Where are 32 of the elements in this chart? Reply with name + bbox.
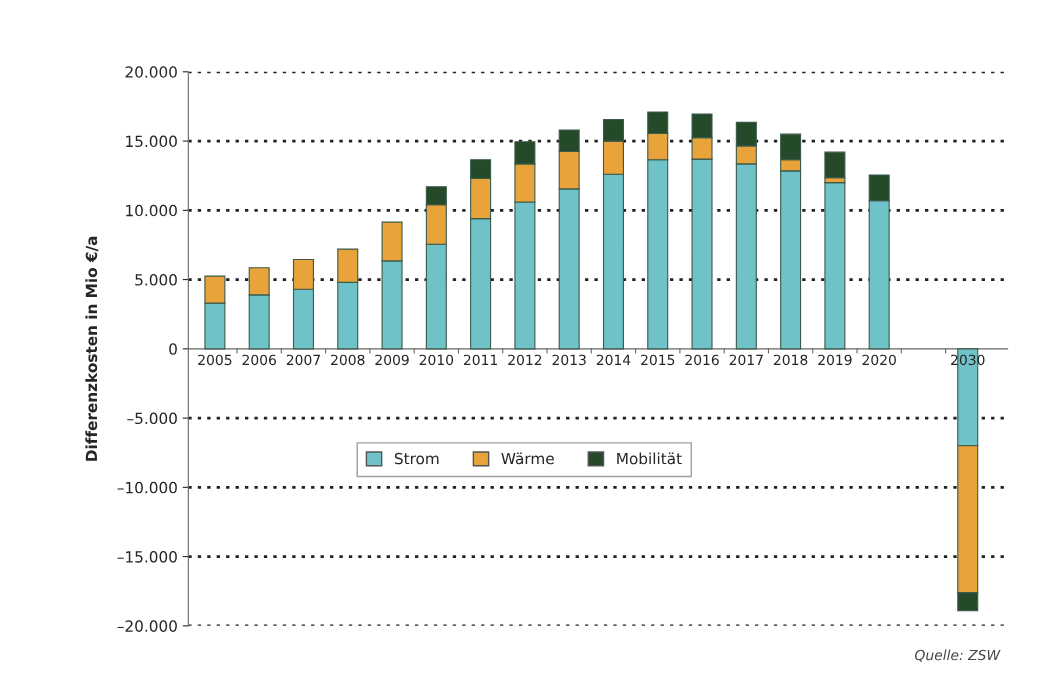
y-axis-title: Differenzkosten in Mio €/a	[85, 236, 99, 461]
y-tick-label: –15.000	[117, 551, 177, 563]
x-tick-label: 2016	[685, 354, 719, 366]
x-tick-label: 2019	[818, 354, 852, 366]
x-tick-label: 2015	[641, 354, 675, 366]
x-tick-label: 2007	[286, 354, 320, 366]
x-tick-label: 2008	[331, 354, 365, 366]
y-tick-label: 20.000	[125, 66, 177, 78]
x-tick-label: 2012	[508, 354, 542, 366]
legend-label: Strom	[394, 452, 439, 465]
y-tick-label: 10.000	[126, 204, 177, 217]
y-tick-label: –10.000	[117, 481, 177, 494]
x-tick-label: 2006	[242, 354, 276, 366]
legend-label: Wärme	[501, 452, 554, 465]
x-tick-label: 2010	[419, 354, 454, 366]
x-tick-label: 2017	[729, 354, 763, 366]
x-tick-label: 2020	[862, 354, 896, 366]
x-tick-label: 2009	[375, 354, 409, 366]
y-tick-label: 5.000	[135, 274, 177, 286]
x-tick-label: 2011	[463, 354, 497, 366]
source-note: Quelle: ZSW	[915, 649, 1001, 662]
bar	[824, 151, 846, 179]
y-tick-label: 15.000	[126, 135, 177, 148]
x-tick-label: 2005	[198, 354, 232, 366]
x-tick-label: 2014	[596, 354, 631, 366]
legend-label: Mobilität	[617, 452, 682, 465]
x-tick-label: 2013	[552, 354, 586, 366]
x-tick-label: 2018	[773, 354, 808, 366]
y-tick-label: 0	[169, 343, 177, 355]
y-tick-label: –5.000	[127, 412, 177, 425]
bar	[824, 182, 846, 350]
y-tick-label: –20.000	[117, 620, 177, 632]
